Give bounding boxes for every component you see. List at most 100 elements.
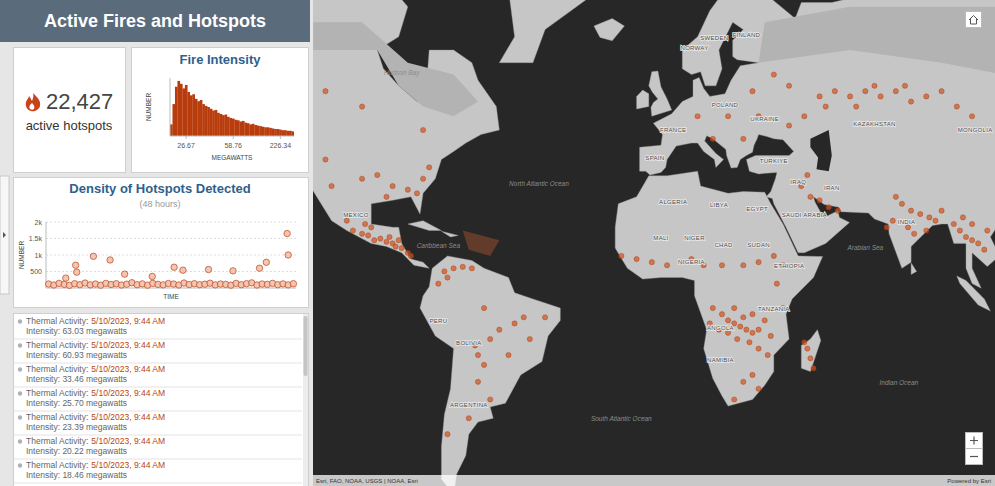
- point: [284, 230, 290, 236]
- hotspot: [957, 228, 962, 233]
- list-bullet: [18, 343, 22, 347]
- list-time: 5/10/2023, 9:44 AM: [91, 412, 165, 422]
- zoom-in-icon: [970, 437, 978, 445]
- point: [171, 264, 177, 270]
- fire-icon-core: [29, 103, 34, 110]
- bar: [239, 122, 242, 137]
- hotspot: [375, 172, 380, 177]
- bar: [192, 94, 195, 136]
- hotspot: [741, 263, 746, 268]
- bar: [187, 92, 190, 136]
- bar: [282, 130, 285, 136]
- header-title: Active Fires and Hotspots: [44, 11, 266, 31]
- list-intensity: Intensity: 20.22 megawatts: [26, 446, 127, 456]
- hotspot: [756, 260, 761, 265]
- country-label: MEXICO: [343, 212, 369, 218]
- bar: [259, 126, 262, 136]
- hotspot: [512, 321, 517, 326]
- point: [180, 267, 186, 273]
- zoom-out-button[interactable]: [966, 449, 983, 465]
- bar: [247, 123, 250, 136]
- hotspot: [350, 228, 355, 233]
- hotspot: [854, 104, 859, 109]
- scrollbar-thumb[interactable]: [304, 316, 308, 376]
- hotspot: [902, 83, 907, 88]
- hotspot: [405, 187, 410, 192]
- y-tick-label: 2k: [35, 219, 43, 226]
- list-intensity: Intensity: 23.39 megawatts: [26, 422, 127, 432]
- ocean-label: Caribbean Sea: [417, 242, 461, 249]
- bar: [277, 129, 280, 136]
- hotspot: [771, 72, 776, 77]
- hotspot: [719, 312, 724, 317]
- hotspot: [924, 94, 929, 99]
- hotspot: [863, 89, 868, 94]
- list-item[interactable]: Thermal Activity:5/10/2023, 9:44 AMInten…: [14, 388, 302, 411]
- bar: [287, 131, 290, 136]
- hotspot: [963, 234, 968, 239]
- point: [121, 271, 127, 277]
- list-line: Thermal Activity:5/10/2023, 9:44 AM: [26, 436, 165, 446]
- bar: [262, 127, 265, 136]
- hotspot: [985, 228, 990, 233]
- hotspot: [756, 327, 761, 332]
- hotspot: [817, 198, 822, 203]
- hotspot: [741, 315, 746, 320]
- country-label: SUDAN: [747, 242, 770, 248]
- hotspot: [786, 123, 791, 128]
- zoom-out-icon: [970, 456, 978, 457]
- list-time: 5/10/2023, 9:44 AM: [91, 388, 165, 398]
- country-label: CHAD: [714, 242, 733, 248]
- list-bullet: [18, 439, 22, 443]
- list-item[interactable]: Thermal Activity:5/10/2023, 9:44 AMInten…: [14, 316, 302, 339]
- country-label: SAUDI ARABIA: [782, 212, 827, 218]
- list-item[interactable]: Thermal Activity:5/10/2023, 9:44 AMInten…: [14, 364, 302, 387]
- hotspot: [649, 260, 654, 265]
- x-axis-label: TIME: [163, 293, 179, 300]
- bar: [289, 131, 292, 136]
- hotspot: [488, 336, 493, 341]
- list-item[interactable]: Thermal Activity:5/10/2023, 9:44 AMInten…: [14, 412, 302, 435]
- list-item[interactable]: Thermal Activity:5/10/2023, 9:44 AMInten…: [14, 436, 302, 459]
- zoom-in-button[interactable]: [966, 433, 983, 449]
- list-intensity: Intensity: 18.46 megawatts: [26, 470, 127, 480]
- collapse-tab[interactable]: [0, 176, 9, 294]
- fire-intensity-card: [132, 48, 309, 173]
- country-label: LIBYA: [710, 202, 728, 208]
- hotspot: [924, 228, 929, 233]
- hotspot: [908, 208, 913, 213]
- collapse-arrow: [3, 232, 6, 238]
- country-label: BOLIVIA: [456, 340, 481, 346]
- hotspot: [765, 352, 770, 357]
- list-label: Thermal Activity:: [26, 436, 88, 446]
- country-label: ETHIOPIA: [774, 263, 804, 269]
- hotspot: [832, 89, 837, 94]
- hotspot: [488, 397, 493, 402]
- hotspot: [359, 104, 364, 109]
- bar: [177, 81, 180, 136]
- hotspot: [976, 241, 981, 246]
- list-item[interactable]: Thermal Activity:5/10/2023, 9:44 AMInten…: [14, 460, 302, 483]
- land: [640, 0, 995, 288]
- bar: [197, 101, 200, 136]
- ocean-label: South Atlantic Ocean: [591, 415, 652, 422]
- hotspot: [469, 266, 474, 271]
- hotspot: [366, 233, 371, 238]
- list-label: Thermal Activity:: [26, 316, 88, 326]
- indicator-value: 22,427: [46, 89, 113, 114]
- list-intensity: Intensity: 63.03 megawatts: [26, 326, 127, 336]
- home-button[interactable]: [966, 12, 982, 28]
- hotspot: [774, 281, 779, 286]
- country-label: ANGOLA: [707, 325, 734, 331]
- list-item[interactable]: Thermal Activity:5/10/2023, 9:44 AMInten…: [14, 340, 302, 363]
- hotspot: [619, 253, 624, 258]
- hotspot: [817, 94, 822, 99]
- country-label: KAZAKHSTAN: [853, 121, 896, 127]
- hotspot: [732, 305, 737, 310]
- grid-line: [46, 238, 296, 239]
- x-tick-label: 26.67: [177, 142, 195, 149]
- country-label: NAMIBIA: [707, 357, 734, 363]
- hotspots: [323, 72, 990, 437]
- hotspot: [378, 236, 383, 241]
- bar: [279, 130, 282, 136]
